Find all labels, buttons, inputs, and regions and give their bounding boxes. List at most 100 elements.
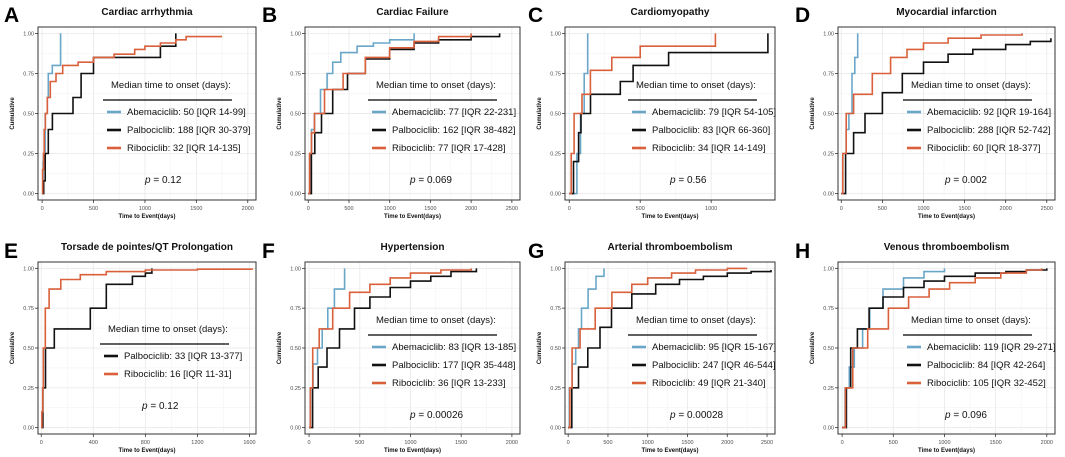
x-tick-label: 1000: [139, 206, 151, 212]
panel-b: 0 500 1000 1500 2000 2500 0.00 0.25 0.50 0.75 1.00…: [262, 4, 521, 220]
p-value: p = 0.096: [944, 410, 987, 421]
x-tick-label: 2000: [465, 206, 477, 212]
y-tick-label: 0.00: [23, 192, 34, 198]
legend-title: Median time to onset (days):: [636, 80, 756, 91]
y-axis-label: Cumulative: [277, 97, 283, 130]
x-tick-label: 2500: [1041, 206, 1053, 212]
x-tick-label: 2500: [761, 440, 773, 446]
legend-label-palbociclib: Palbociclib: 177 [IQR 35-448]: [392, 360, 516, 371]
x-tick-label: 1500: [958, 206, 970, 212]
series-line-ribociclib: [568, 267, 748, 429]
y-tick-label: 0.50: [550, 346, 561, 352]
y-axis-label: Cumulative: [277, 331, 283, 364]
y-axis-label: Cumulative: [537, 97, 543, 130]
y-tick-label: 0.25: [23, 386, 34, 392]
x-tick-label: 1500: [681, 440, 693, 446]
y-tick-label: 0.00: [290, 426, 301, 432]
series-line-palbociclib: [841, 38, 1052, 195]
p-symbol: p: [409, 175, 416, 186]
panel-title: Cardiomyopathy: [631, 7, 710, 18]
y-tick-label: 0.50: [823, 112, 834, 118]
legend-title: Median time to onset (days):: [108, 324, 228, 335]
legend-title: Median time to onset (days):: [911, 315, 1031, 326]
y-axis-label: Cumulative: [537, 331, 543, 364]
x-tick-label: 500: [344, 206, 353, 212]
p-value: p = 0.56: [669, 175, 707, 186]
series-line-palbociclib: [842, 268, 1048, 429]
x-tick-label: 0: [308, 440, 311, 446]
y-tick-label: 1.00: [823, 31, 834, 37]
x-axis-label: Time to Event(days): [119, 214, 176, 220]
y-tick-label: 0.00: [290, 192, 301, 198]
x-tick-label: 1000: [384, 206, 396, 212]
x-axis-label: Time to Event(days): [918, 214, 975, 220]
legend-label-palbociclib: Palbociclib: 288 [IQR 52-742]: [927, 125, 1051, 136]
series-line-palbociclib: [568, 270, 772, 429]
legend-label-palbociclib: Palbociclib: 247 [IQR 46-544]: [652, 360, 776, 371]
legend-label-palbociclib: Palbociclib: 84 [IQR 42-264]: [927, 360, 1045, 371]
x-axis-label: Time to Event(days): [642, 448, 699, 454]
series-line-ribociclib: [308, 33, 472, 195]
y-tick-label: 0.75: [823, 71, 834, 77]
legend-label-palbociclib: Palbociclib: 33 [IQR 13-377]: [124, 351, 242, 362]
legend-label-abemaciclib: Abemaciclib: 77 [IQR 22-231]: [392, 107, 516, 118]
x-tick-label: 1500: [424, 206, 436, 212]
p-value: p = 0.12: [144, 175, 182, 186]
x-tick-label: 500: [355, 440, 364, 446]
y-tick-label: 0.75: [550, 71, 561, 77]
series-line-ribociclib: [842, 268, 1043, 429]
series-line-ribociclib: [309, 268, 473, 429]
x-tick-label: 400: [89, 440, 98, 446]
x-tick-label: 0: [840, 206, 843, 212]
legend-title: Median time to onset (days):: [911, 80, 1031, 91]
legend: Median time to onset (days): Abemaciclib:…: [368, 315, 516, 421]
x-tick-label: 2500: [506, 206, 518, 212]
x-tick-label: 2000: [1000, 206, 1012, 212]
x-tick-label: 2000: [506, 440, 518, 446]
legend-label-ribociclib: Ribociclib: 105 [IQR 32-452]: [927, 378, 1046, 389]
x-tick-label: 1500: [990, 440, 1002, 446]
p-value-text: = 0.00026: [416, 410, 464, 421]
panel-d: 0 500 1000 1500 2000 2500 0.00 0.25 0.50 0.75 1.00…: [795, 4, 1056, 220]
y-tick-label: 1.00: [23, 266, 34, 272]
x-tick-label: 500: [878, 206, 887, 212]
y-tick-label: 0.25: [550, 152, 561, 158]
panel-title: Cardiac arrhythmia: [101, 7, 193, 18]
y-tick-label: 0.75: [290, 306, 301, 312]
legend-label-abemaciclib: Abemaciclib: 79 [IQR 54-105]: [652, 107, 776, 118]
y-tick-label: 0.75: [550, 306, 561, 312]
legend-label-palbociclib: Palbociclib: 162 [IQR 38-482]: [392, 125, 516, 136]
legend-title: Median time to onset (days):: [111, 80, 231, 91]
legend: Median time to onset (days): Abemaciclib:…: [628, 80, 776, 186]
legend: Median time to onset (days): Abemaciclib:…: [628, 315, 776, 421]
y-tick-label: 1.00: [550, 31, 561, 37]
series-line-palbociclib: [42, 33, 177, 195]
p-symbol: p: [944, 410, 951, 421]
legend-label-abemaciclib: Abemaciclib: 83 [IQR 13-185]: [392, 342, 516, 353]
panel-c: 0 500 1000 0.00 0.25 0.50 0.75 1.00 Time to Even…: [528, 4, 776, 220]
panel-title: Hypertension: [381, 242, 445, 253]
p-value-text: = 0.56: [676, 175, 707, 186]
y-tick-label: 1.00: [550, 266, 561, 272]
panel-title: Torsade de pointes/QT Prolongation: [61, 242, 233, 253]
y-tick-label: 0.25: [550, 386, 561, 392]
p-symbol: p: [669, 410, 676, 421]
panel-letter: G: [528, 240, 544, 263]
legend-label-ribociclib: Ribociclib: 36 [IQR 13-233]: [392, 378, 506, 389]
y-axis-label: Cumulative: [810, 97, 816, 130]
series-line-ribociclib: [41, 268, 253, 429]
panel-title: Myocardial infarction: [896, 7, 997, 18]
x-tick-label: 2000: [242, 206, 254, 212]
x-tick-label: 0: [40, 440, 43, 446]
panel-letter: H: [795, 240, 810, 263]
y-tick-label: 0.75: [290, 71, 301, 77]
y-tick-label: 0.75: [823, 306, 834, 312]
y-tick-label: 0.75: [23, 71, 34, 77]
series-line-palbociclib: [309, 268, 478, 429]
x-tick-label: 1000: [917, 206, 929, 212]
x-tick-label: 1600: [243, 440, 255, 446]
legend-title: Median time to onset (days):: [376, 80, 496, 91]
legend-title: Median time to onset (days):: [376, 315, 496, 326]
x-axis-label: Time to Event(days): [918, 448, 975, 454]
